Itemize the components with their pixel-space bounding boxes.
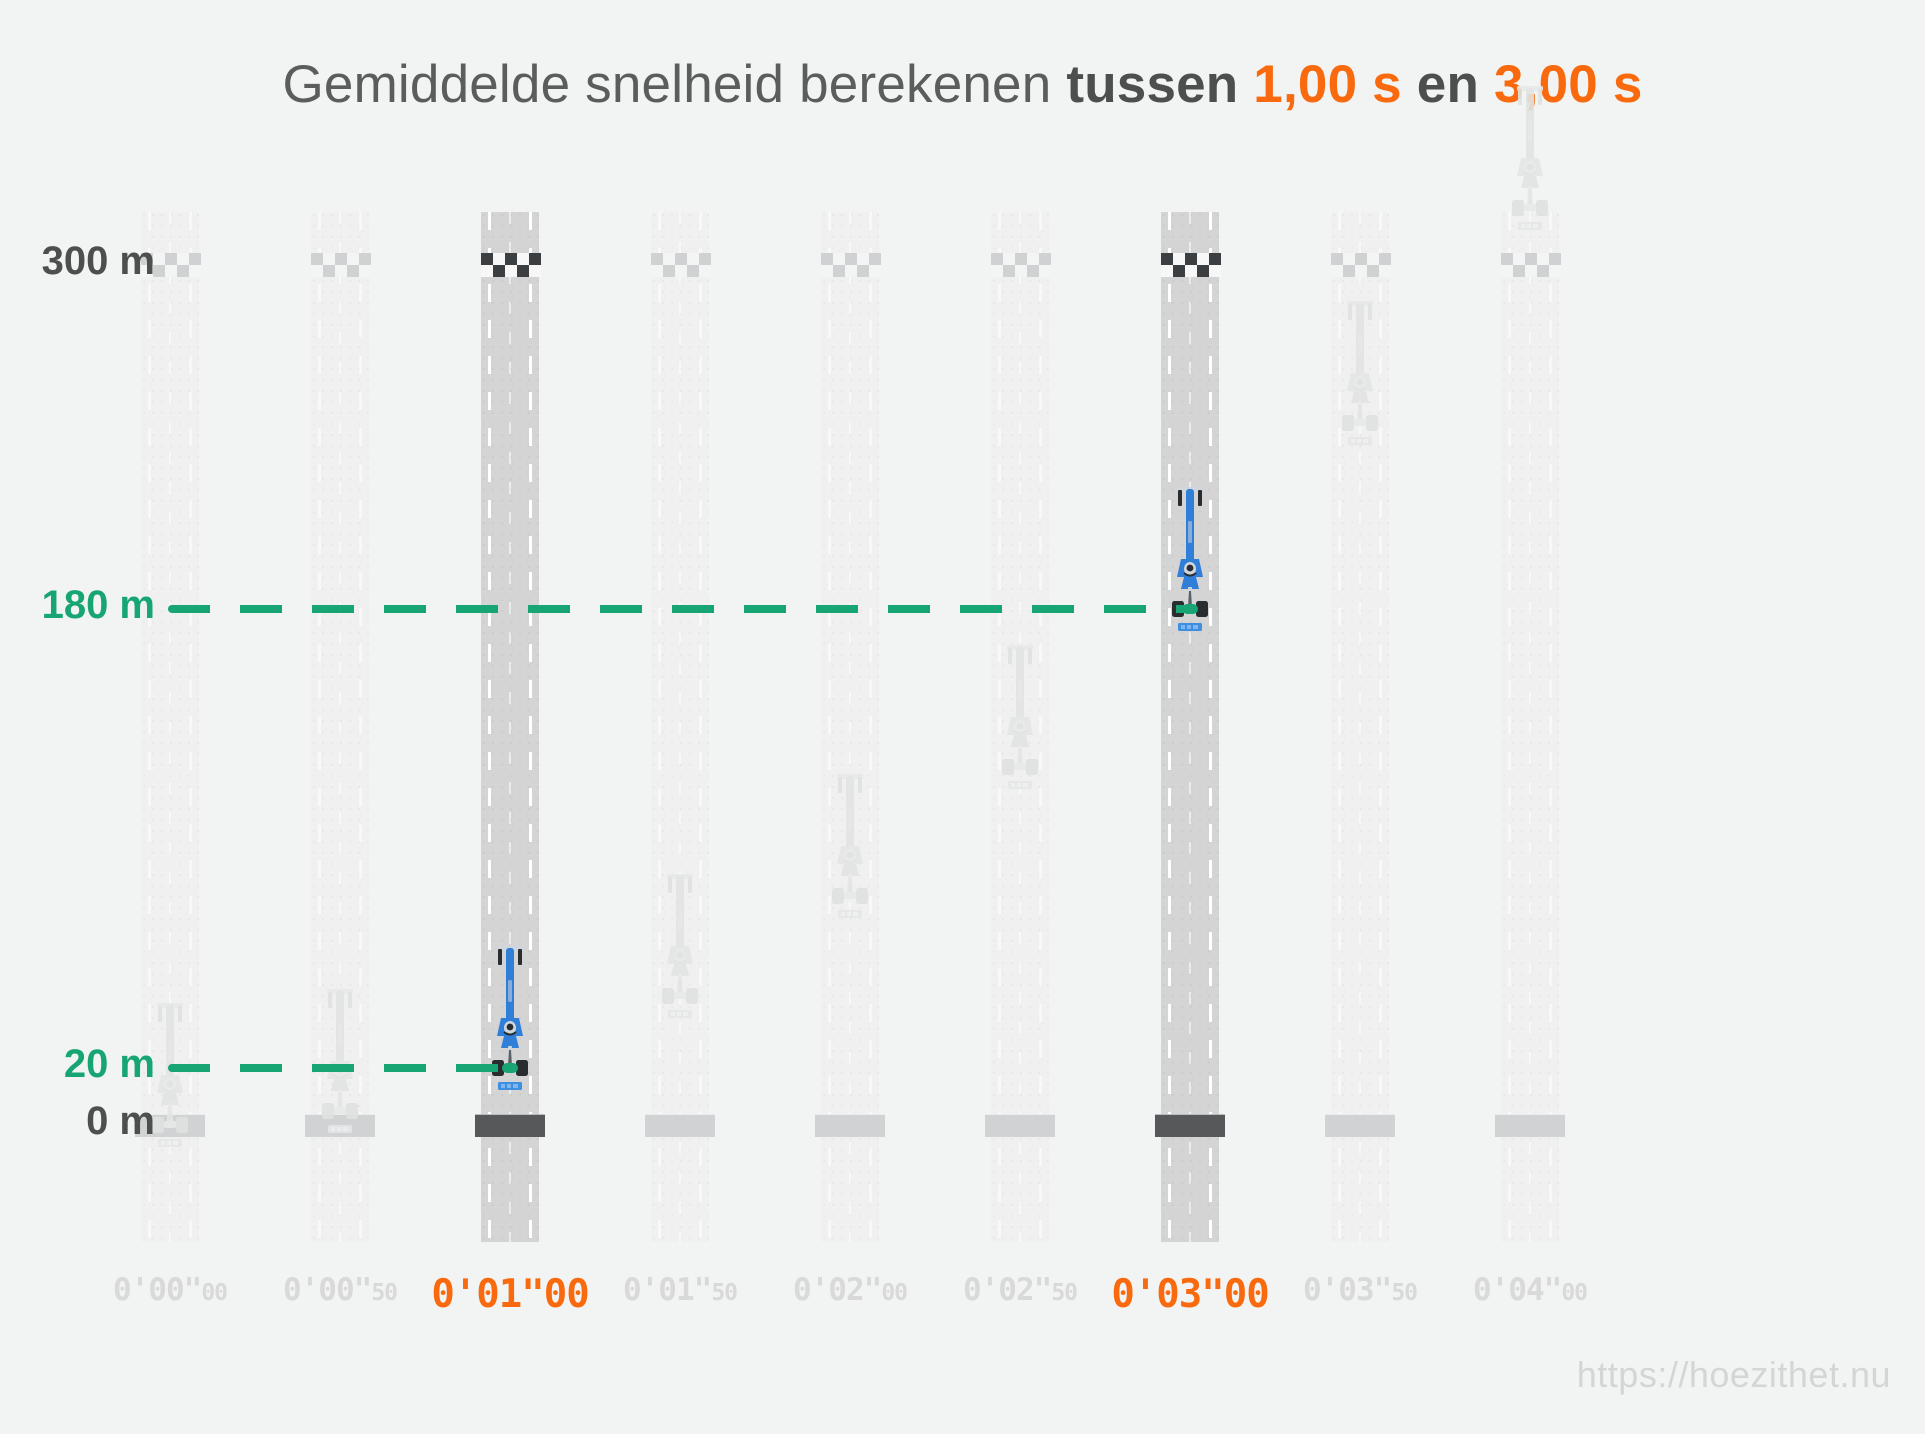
- race-car-6: [993, 639, 1047, 789]
- title-accent-start: 1,00 s: [1253, 55, 1402, 114]
- lane-edge-left: [998, 212, 1001, 1242]
- start-line-band-9: [1495, 1114, 1565, 1137]
- race-car-5: [823, 768, 877, 918]
- reference-line-180m: [168, 605, 1190, 613]
- time-sub: 00: [543, 1272, 590, 1317]
- x-axis-time-label-8: 0'04"00: [1472, 1272, 1588, 1308]
- race-lane-5: [821, 212, 879, 1242]
- checkered-finish-band-6: [991, 253, 1051, 277]
- race-car-1: [143, 997, 197, 1147]
- checkered-finish-band-9: [1501, 253, 1561, 277]
- checkered-finish-band-2: [311, 253, 371, 277]
- page-title: Gemiddelde snelheid berekenen tussen 1,0…: [0, 55, 1925, 114]
- x-axis-time-label-3: 0'01"50: [622, 1272, 738, 1308]
- lane-centre-dashes: [1529, 212, 1531, 1242]
- lane-edge-left: [318, 212, 321, 1242]
- lane-edge-left: [658, 212, 661, 1242]
- lane-edge-left: [488, 212, 491, 1242]
- race-car-9: [1503, 80, 1557, 230]
- time-sub: 50: [1391, 1280, 1418, 1306]
- checkered-finish-band-3: [481, 253, 541, 277]
- start-line-band-4: [645, 1114, 715, 1137]
- checkered-finish-band-5: [821, 253, 881, 277]
- reference-endpoint-20m: [502, 1062, 518, 1073]
- checkered-finish-band-1: [141, 253, 201, 277]
- race-car-2: [313, 983, 367, 1133]
- race-lane-4: [651, 212, 709, 1242]
- start-line-band-7: [1155, 1114, 1225, 1137]
- lane-centre-dashes: [849, 212, 851, 1242]
- y-axis-label-20m: 20 m: [63, 1041, 155, 1086]
- y-axis-label-300m: 300 m: [41, 239, 155, 283]
- checkered-finish-band-8: [1331, 253, 1391, 277]
- y-axis-label-180m: 180 m: [41, 583, 155, 627]
- reference-line-20m: [168, 1063, 510, 1072]
- lane-edge-left: [1168, 212, 1171, 1242]
- race-car-4: [653, 868, 707, 1018]
- time-main: 0'03": [1302, 1272, 1392, 1308]
- time-sub: 50: [711, 1280, 738, 1306]
- time-main: 0'03": [1111, 1272, 1224, 1317]
- lane-centre-dashes: [1359, 212, 1361, 1242]
- race-lane-7: [1161, 212, 1219, 1242]
- x-axis-time-label-7: 0'03"50: [1302, 1272, 1418, 1308]
- x-axis-time-label-0: 0'00"00: [112, 1272, 228, 1308]
- lane-edge-right: [1209, 212, 1212, 1242]
- x-axis-time-label-6: 0'03"00: [1111, 1272, 1270, 1317]
- checkered-finish-band-7: [1161, 253, 1221, 277]
- race-lane-9: [1501, 212, 1559, 1242]
- lane-edge-left: [1338, 212, 1341, 1242]
- x-axis-time-label-2: 0'01"00: [431, 1272, 590, 1317]
- race-lane-1: [141, 212, 199, 1242]
- time-main: 0'00": [112, 1272, 202, 1308]
- x-axis-time-label-4: 0'02"00: [792, 1272, 908, 1308]
- start-line-band-8: [1325, 1114, 1395, 1137]
- time-main: 0'02": [962, 1272, 1052, 1308]
- lane-edge-left: [148, 212, 151, 1242]
- time-main: 0'01": [431, 1272, 544, 1317]
- lane-centre-dashes: [509, 212, 511, 1242]
- time-sub: 00: [881, 1280, 908, 1306]
- time-sub: 00: [1223, 1272, 1270, 1317]
- lane-centre-dashes: [339, 212, 341, 1242]
- lane-edge-right: [359, 212, 362, 1242]
- start-line-band-6: [985, 1114, 1055, 1137]
- time-sub: 50: [371, 1280, 398, 1306]
- race-car-8: [1333, 295, 1387, 445]
- lane-edge-right: [699, 212, 702, 1242]
- lane-edge-right: [1379, 212, 1382, 1242]
- watermark: https://hoezithet.nu: [1576, 1354, 1891, 1395]
- time-sub: 00: [1561, 1280, 1588, 1306]
- lane-centre-dashes: [1189, 212, 1191, 1242]
- time-sub: 50: [1051, 1280, 1078, 1306]
- lane-edge-right: [189, 212, 192, 1242]
- reference-endpoint-180m: [1182, 604, 1198, 614]
- time-main: 0'01": [622, 1272, 712, 1308]
- x-axis-time-label-5: 0'02"50: [962, 1272, 1078, 1308]
- start-line-band-3: [475, 1114, 545, 1137]
- start-line-band-5: [815, 1114, 885, 1137]
- time-main: 0'02": [792, 1272, 882, 1308]
- time-main: 0'00": [282, 1272, 372, 1308]
- lane-centre-dashes: [169, 212, 171, 1242]
- y-axis-label-0m: 0 m: [86, 1099, 155, 1143]
- lane-edge-left: [1508, 212, 1511, 1242]
- checkered-finish-band-4: [651, 253, 711, 277]
- time-main: 0'04": [1472, 1272, 1562, 1308]
- x-axis-time-label-1: 0'00"50: [282, 1272, 398, 1308]
- title-middle: en: [1401, 55, 1494, 114]
- lane-edge-right: [869, 212, 872, 1242]
- lane-edge-right: [1039, 212, 1042, 1242]
- lane-centre-dashes: [679, 212, 681, 1242]
- title-normal: Gemiddelde snelheid berekenen: [282, 55, 1067, 114]
- lane-edge-right: [1549, 212, 1552, 1242]
- lane-edge-right: [529, 212, 532, 1242]
- title-bold: tussen: [1066, 55, 1254, 114]
- time-sub: 00: [201, 1280, 228, 1306]
- lane-edge-left: [828, 212, 831, 1242]
